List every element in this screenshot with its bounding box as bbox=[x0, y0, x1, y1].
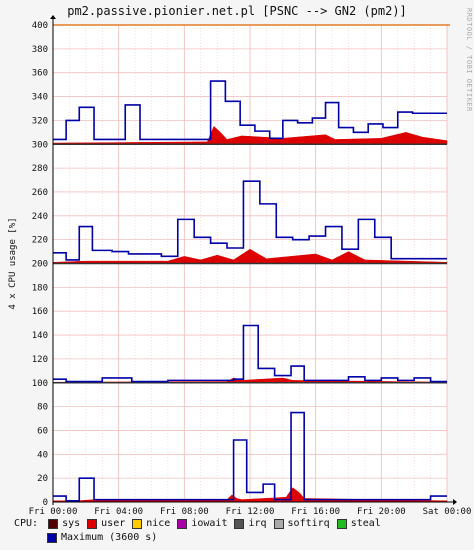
y-tick-label: 120 bbox=[32, 355, 48, 365]
y-tick-label: 340 bbox=[32, 93, 48, 103]
legend-item-nice: nice bbox=[132, 517, 170, 531]
y-tick-label: 260 bbox=[32, 188, 48, 198]
y-tick-label: 280 bbox=[32, 164, 48, 174]
legend-swatch-user bbox=[87, 519, 98, 529]
y-tick-label: 40 bbox=[37, 450, 48, 460]
x-tick-label: Fri 16:00 bbox=[291, 507, 340, 516]
x-tick-label: Fri 12:00 bbox=[226, 507, 275, 516]
maximum-line-cpu3 bbox=[53, 80, 447, 141]
cpu-chart: 0 20 40 60 80 100 120 140 160 180 200 220 240 260 280 3… bbox=[8, 15, 472, 516]
y-tick-label: 360 bbox=[32, 69, 48, 79]
x-tick-label: Sat 00:00 bbox=[423, 507, 472, 516]
maximum-line-cpu0 bbox=[53, 411, 447, 502]
y-tick-label: 20 bbox=[37, 474, 48, 484]
legend: CPU: sys user nice iowait irq softirq st… bbox=[14, 517, 464, 545]
user-area-cpu2 bbox=[52, 248, 448, 264]
x-tick-label: Fri 08:00 bbox=[160, 507, 209, 516]
legend-swatch-maximum bbox=[47, 533, 57, 543]
x-tick-label: Fri 04:00 bbox=[94, 507, 143, 516]
legend-swatch-softirq bbox=[273, 519, 284, 529]
legend-swatch-steal bbox=[336, 519, 347, 529]
maximum-line-cpu1 bbox=[53, 324, 447, 383]
legend-item-maximum: Maximum (3600 s) bbox=[47, 531, 157, 545]
legend-swatch-irq bbox=[234, 519, 245, 529]
y-axis-arrow bbox=[50, 15, 56, 19]
legend-label: nice bbox=[146, 518, 171, 529]
legend-title: CPU: bbox=[14, 518, 39, 529]
y-tick-label: 180 bbox=[32, 283, 48, 293]
y-tick-label: 160 bbox=[32, 307, 48, 317]
legend-row-1: CPU: sys user nice iowait irq softirq st… bbox=[14, 517, 464, 531]
y-tick-label: 140 bbox=[32, 331, 48, 341]
legend-item-iowait: iowait bbox=[177, 517, 227, 531]
y-tick-label: 220 bbox=[32, 236, 48, 246]
rrdtool-credit: RRDTOOL / TOBI OETIKER bbox=[465, 8, 473, 112]
y-tick-label: 380 bbox=[32, 45, 48, 55]
y-tick-label: 300 bbox=[32, 140, 48, 150]
chart-title: pm2.passive.pionier.net.pl [PSNC --> GN2… bbox=[67, 4, 407, 18]
maximum-line-cpu2 bbox=[53, 180, 447, 261]
y-axis-label: 4 x CPU usage [%] bbox=[8, 217, 18, 309]
legend-label: steal bbox=[350, 518, 381, 529]
legend-swatch-sys bbox=[48, 519, 59, 529]
legend-label: iowait bbox=[191, 518, 228, 529]
x-tick-label: Fri 20:00 bbox=[357, 507, 406, 516]
legend-label: sys bbox=[62, 518, 81, 529]
legend-item-irq: irq bbox=[234, 517, 267, 531]
legend-item-steal: steal bbox=[336, 517, 381, 531]
y-tick-label: 80 bbox=[37, 403, 48, 413]
y-tick-label: 400 bbox=[32, 21, 48, 31]
y-tick-label: 100 bbox=[32, 379, 48, 389]
legend-label: softirq bbox=[287, 518, 330, 529]
legend-label: user bbox=[101, 518, 126, 529]
legend-swatch-iowait bbox=[177, 519, 188, 529]
legend-item-softirq: softirq bbox=[273, 517, 330, 531]
legend-swatch-nice bbox=[132, 519, 143, 529]
y-tick-label: 60 bbox=[37, 426, 48, 436]
y-tick-label: 240 bbox=[32, 212, 48, 222]
x-tick-label: Fri 00:00 bbox=[29, 507, 78, 516]
legend-label: Maximum (3600 s) bbox=[61, 532, 158, 543]
legend-row-2: Maximum (3600 s) bbox=[14, 531, 464, 545]
y-tick-label: 0 bbox=[43, 498, 48, 508]
legend-label: irq bbox=[248, 518, 267, 529]
y-tick-label: 320 bbox=[32, 116, 48, 126]
legend-item-user: user bbox=[87, 517, 125, 531]
x-axis-arrow bbox=[453, 499, 457, 505]
y-tick-label: 200 bbox=[32, 260, 48, 270]
legend-item-sys: sys bbox=[48, 517, 80, 531]
